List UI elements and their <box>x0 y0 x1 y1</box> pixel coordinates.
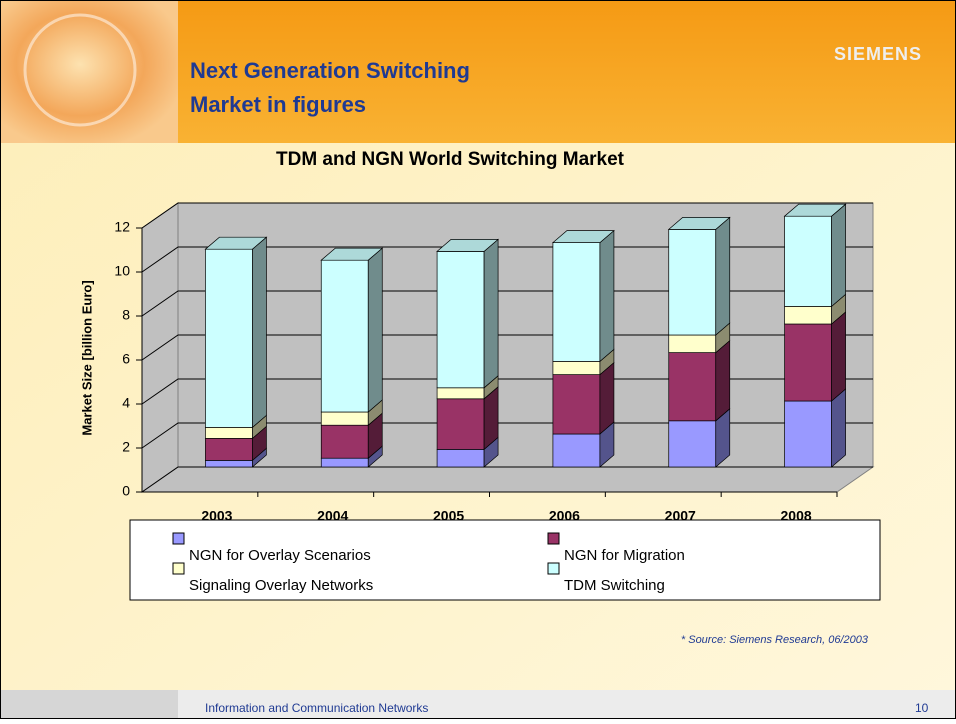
source-note: * Source: Siemens Research, 06/2003 <box>681 634 869 646</box>
grid-line <box>141 378 873 405</box>
bar-top <box>436 239 500 252</box>
bar-top <box>551 230 615 243</box>
grid-line <box>141 334 873 361</box>
bar-front <box>784 215 832 307</box>
legend-label: Signaling Overlay Networks <box>189 577 373 594</box>
bar-front <box>320 411 369 426</box>
grid-line <box>141 290 873 317</box>
footer-text: Information and Communication Networks <box>205 701 428 715</box>
y-tick-label: 8 <box>122 307 130 323</box>
y-axis-label: Market Size [billion Euro] <box>79 280 94 435</box>
bar-side <box>831 311 846 402</box>
floor <box>140 466 875 493</box>
legend: NGN for Overlay Scenarios NGN for Migrati… <box>172 532 685 594</box>
y-tick-label: 4 <box>122 395 130 411</box>
y-tick-label: 2 <box>122 439 130 455</box>
bar-front <box>436 387 485 400</box>
grid-line <box>141 202 873 229</box>
bar-side <box>715 216 731 336</box>
grid-line <box>141 466 873 493</box>
bar-front <box>552 433 601 468</box>
bar-front <box>436 251 485 389</box>
legend-box <box>129 519 881 601</box>
bar-front <box>552 374 601 435</box>
bar-front <box>436 449 485 468</box>
bar-side <box>599 361 615 435</box>
header-swirl <box>23 13 137 127</box>
y-tick-label: 12 <box>114 219 130 235</box>
bar-front <box>668 334 717 353</box>
bar-front <box>784 323 832 402</box>
legend-swatch <box>172 562 185 575</box>
bar-top <box>320 247 384 261</box>
y-tick-label: 10 <box>114 263 130 279</box>
bar-front <box>320 457 369 468</box>
bar-front <box>436 398 485 450</box>
bar-front <box>205 427 253 439</box>
legend-label: NGN for Overlay Scenarios <box>189 547 371 564</box>
bar-front <box>320 424 369 459</box>
legend-swatch <box>547 532 560 545</box>
footer-left <box>0 690 178 719</box>
bar-side <box>252 236 267 429</box>
legend-swatch <box>547 562 560 575</box>
legend-label: NGN for Migration <box>564 547 685 564</box>
grid-line <box>141 246 873 273</box>
bar-top <box>667 217 731 230</box>
bar-front <box>668 229 717 336</box>
bar-side <box>483 238 499 389</box>
legend-label: TDM Switching <box>564 577 665 594</box>
bar-front <box>320 259 369 413</box>
bar-side <box>367 247 383 413</box>
title-line: Market in figures <box>190 92 366 117</box>
y-tick-label: 0 <box>122 483 130 499</box>
bar-front <box>552 361 601 375</box>
chart-title: TDM and NGN World Switching Market <box>276 149 625 170</box>
bar-top <box>204 236 268 250</box>
bar-side <box>831 388 846 468</box>
bar-front <box>205 248 253 428</box>
y-tick-label: 6 <box>122 351 130 367</box>
bar-front <box>205 438 253 461</box>
bar-front <box>205 460 253 468</box>
bar-front <box>784 400 832 468</box>
header-image <box>0 0 178 143</box>
bar-top <box>783 203 847 217</box>
bar-front <box>668 352 717 422</box>
grid-line <box>141 422 873 449</box>
bar-side <box>599 229 615 363</box>
bar-front <box>668 420 717 468</box>
bar-front <box>784 306 832 325</box>
footer-band <box>178 690 956 719</box>
title-line: Next Generation Switching <box>190 58 470 83</box>
bar-side <box>715 339 731 422</box>
legend-swatch <box>172 532 185 545</box>
bar-front <box>552 242 601 362</box>
bar-side <box>831 203 846 308</box>
page-number: 10 <box>915 701 929 715</box>
logo: SIEMENS <box>834 44 922 64</box>
